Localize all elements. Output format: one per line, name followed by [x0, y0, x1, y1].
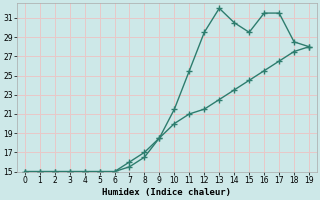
- X-axis label: Humidex (Indice chaleur): Humidex (Indice chaleur): [102, 188, 231, 197]
